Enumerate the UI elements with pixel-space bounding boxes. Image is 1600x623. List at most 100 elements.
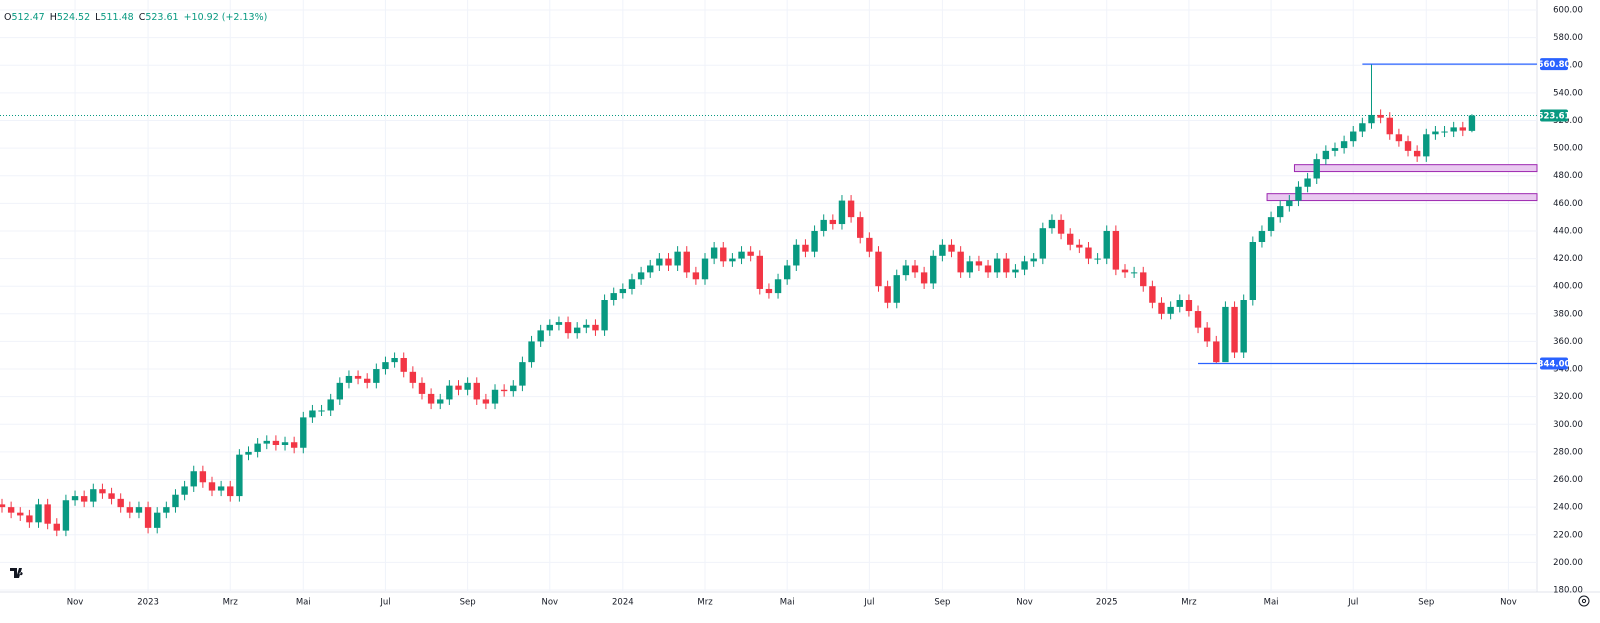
candle-body [1304,178,1311,187]
ohlc-value: 523.61 [145,12,179,23]
x-tick-label: Nov [67,598,84,608]
candle-body [53,523,60,531]
candle-body [7,507,15,513]
candle-body [1057,219,1065,234]
candle-body [1194,311,1202,328]
candle-body [108,493,115,499]
y-tick-label: 300.00 [1553,420,1583,430]
candle-body [546,324,553,331]
candle-body [1167,306,1174,314]
candle-body [455,385,462,390]
candle-body [1432,131,1439,135]
zone [1293,164,1538,173]
candle-body [710,247,718,259]
candle-body [683,251,690,273]
ohlc-item: L511.48 [95,12,134,23]
candle-body [1231,306,1238,353]
candle-body [208,482,216,491]
candle-body [1185,300,1193,312]
candle-body [1012,269,1019,273]
candle-body [1030,258,1037,262]
candle-body [1103,230,1110,259]
ohlc-key: O [4,12,12,23]
settings-icon[interactable] [1578,595,1590,607]
candle-body [829,219,837,225]
logo-shape [10,568,23,578]
candle-body [409,371,417,383]
candle-body [1450,127,1457,132]
x-tick-label: Nov [1016,598,1033,608]
candle-body [446,385,453,400]
candle-body [318,410,325,412]
candle-body [99,489,106,494]
y-tick-label: 460.00 [1553,199,1583,209]
candle-body [364,378,371,383]
ohlc-change: +10.92 (+2.13%) [183,12,268,23]
y-tick-label: 400.00 [1553,282,1583,292]
y-tick-label: 480.00 [1553,171,1583,181]
candle-body [866,237,873,252]
x-tick-label: 2024 [612,598,634,608]
y-tick-label: 220.00 [1553,530,1583,540]
candle-body [1340,141,1348,149]
zone [1266,193,1538,202]
y-tick-label: 280.00 [1553,447,1583,457]
ohlc-value: 511.48 [100,12,134,23]
candle-body [756,255,763,289]
candle-body [610,293,617,300]
ohlc-header: O512.47 H524.52 L511.48 C523.61 +10.92 (+2.1… [4,12,267,23]
y-tick-label: 240.00 [1553,503,1583,513]
candle-body [930,255,937,284]
candle-body [1258,230,1266,242]
candle-body [592,324,599,331]
candle-body [957,251,964,273]
candle-body [1067,233,1074,245]
candle-body [838,200,846,225]
x-tick-label: Sep [934,598,950,608]
candle-body [528,341,535,363]
candle-body [984,265,992,273]
candle-body [1222,306,1229,363]
candle-body [1286,200,1293,207]
price-line-label: 560.80 [1538,60,1571,70]
candle-body [163,507,170,513]
ohlc-value: 512.47 [11,12,45,23]
candle-body [510,385,517,392]
x-tick-label: Sep [460,598,476,608]
candle-body [427,393,435,404]
candle-body [1130,272,1138,274]
y-tick-label: 540.00 [1553,88,1583,98]
candle-body [1176,300,1183,307]
candle-body [400,358,407,372]
y-tick-label: 340.00 [1553,365,1583,375]
candle-body [281,442,289,445]
candle-body [254,443,261,452]
candle-body [1322,150,1330,160]
candle-body [181,486,188,495]
candle-body [491,389,499,404]
candle-body [975,261,983,266]
candle-body [327,399,334,411]
candle-body [62,500,70,531]
candle-body [272,440,280,445]
candle-body [464,382,471,390]
candle-body [1203,327,1211,342]
price-line-box [1540,58,1568,71]
y-tick-label: 500.00 [1553,144,1583,154]
candle-body [336,382,344,400]
candle-body [26,515,33,523]
candle-body [245,451,252,455]
candle-body [1468,115,1476,131]
candle-body [1386,117,1393,135]
candle-body [555,322,563,325]
tv-logo[interactable] [5,561,31,585]
candle-body [1377,114,1384,118]
candle-body [1048,219,1056,229]
candle-body [1039,228,1047,259]
candle-body [373,369,380,383]
candle-body [948,244,955,252]
candle-body [391,358,398,363]
candle-body [199,471,207,483]
